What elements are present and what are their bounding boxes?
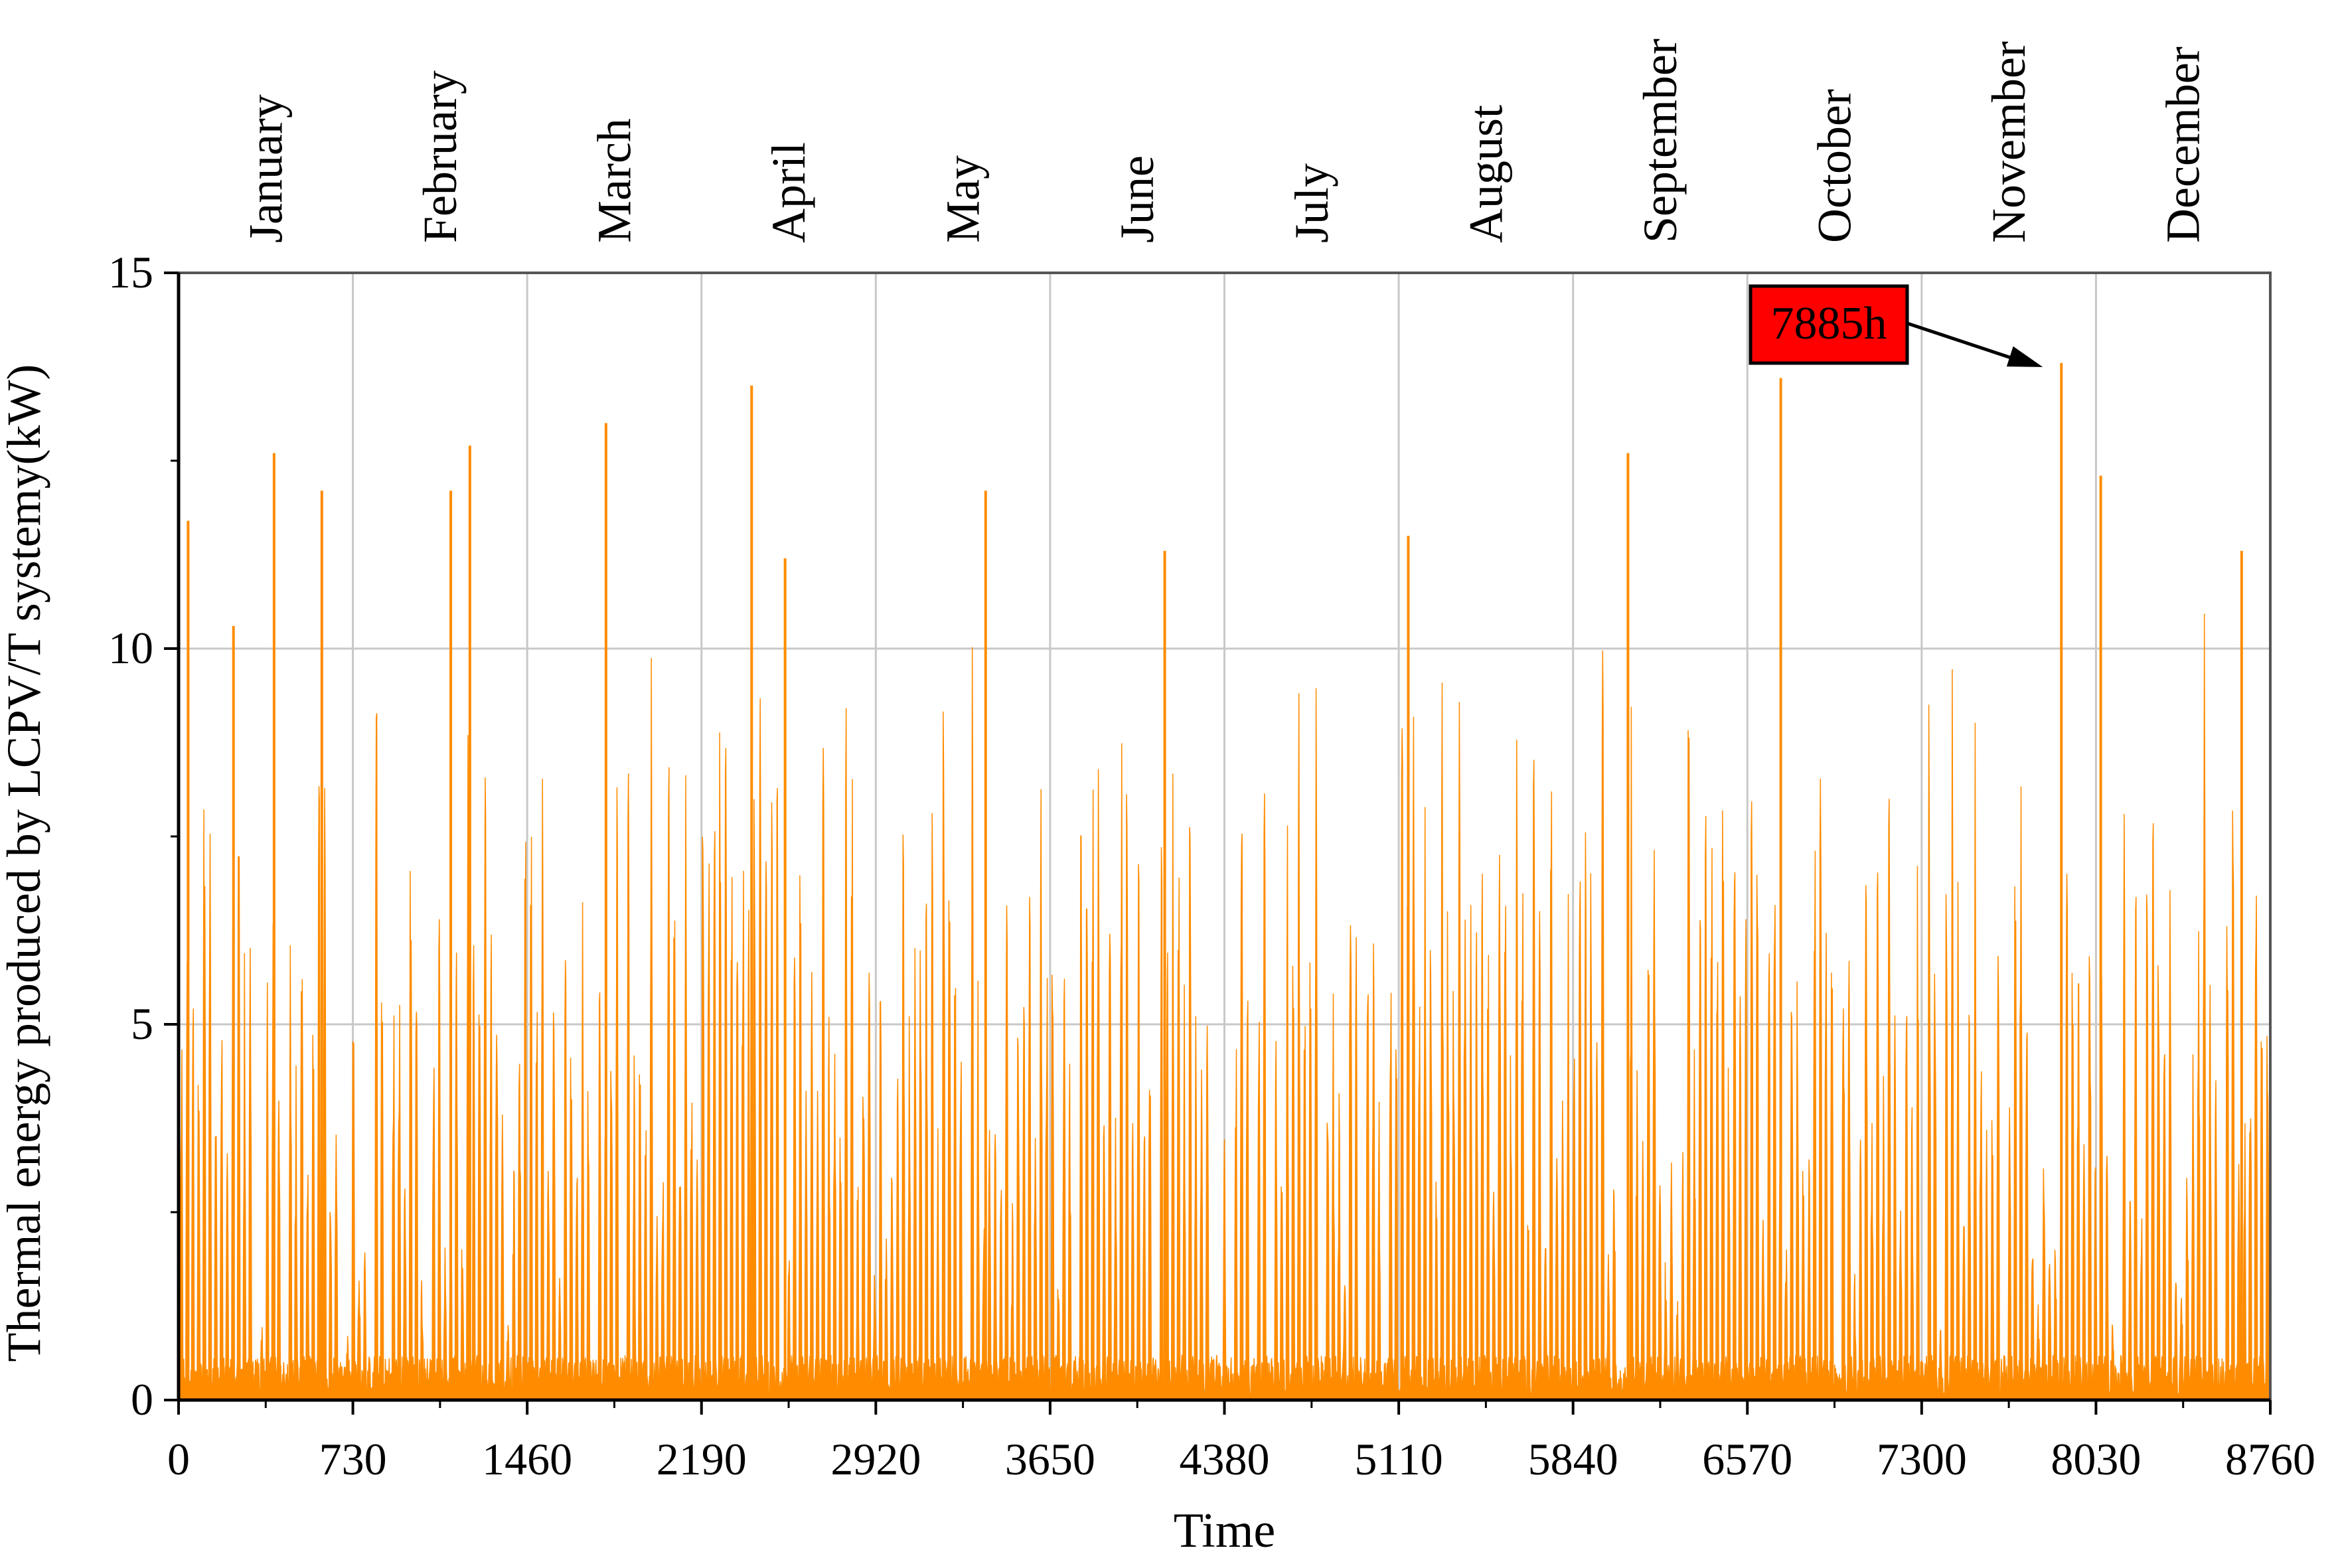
x-tick-label: 0 <box>167 1434 190 1484</box>
y-tick-label: 15 <box>108 247 153 297</box>
x-tick-label: 3650 <box>1005 1434 1095 1484</box>
y-tick-label: 0 <box>131 1374 153 1425</box>
annotation-arrowhead <box>2006 346 2043 367</box>
month-label: January <box>239 94 292 243</box>
x-tick-label: 2190 <box>657 1434 747 1484</box>
month-label: November <box>1982 41 2035 243</box>
y-tick-label: 5 <box>131 998 153 1049</box>
month-label: May <box>937 155 990 243</box>
y-axis-label: Thermal energy produced by LCPV/T system… <box>0 364 50 1362</box>
annotation-label: 7885h <box>1771 298 1887 349</box>
month-label: February <box>414 70 467 243</box>
x-tick-label: 4380 <box>1180 1434 1270 1484</box>
month-label: April <box>762 142 815 243</box>
month-label: March <box>587 118 641 243</box>
x-tick-label: 8030 <box>2051 1434 2141 1484</box>
y-tick-label: 10 <box>108 623 153 673</box>
x-tick-label: 7300 <box>1877 1434 1967 1484</box>
x-tick-label: 730 <box>319 1434 387 1484</box>
annotation-arrow <box>1907 321 2024 364</box>
month-label: October <box>1808 89 1861 243</box>
month-label: September <box>1634 39 1687 243</box>
month-label: June <box>1111 155 1164 243</box>
peak-annotation: 7885h <box>1749 284 2043 367</box>
month-label: July <box>1285 163 1338 243</box>
x-tick-label: 5840 <box>1528 1434 1618 1484</box>
x-tick-label: 2920 <box>830 1434 921 1484</box>
month-label: December <box>2157 46 2210 243</box>
axes: 0 730 1460 2190 2920 3650 4380 5110 5840 6570 7300… <box>108 247 2315 1484</box>
x-tick-label: 1460 <box>482 1434 572 1484</box>
month-labels: January February March April May June July Augu… <box>239 39 2209 243</box>
annotation-box <box>1749 284 1909 365</box>
x-axis-label: Time <box>1174 1504 1276 1558</box>
x-tick-label: 6570 <box>1702 1434 1792 1484</box>
plot-area <box>178 362 2271 1401</box>
x-tick-label: 8760 <box>2225 1434 2315 1484</box>
month-label: August <box>1459 105 1512 243</box>
x-tick-label: 5110 <box>1354 1434 1442 1484</box>
grid-lines <box>179 273 2270 1400</box>
